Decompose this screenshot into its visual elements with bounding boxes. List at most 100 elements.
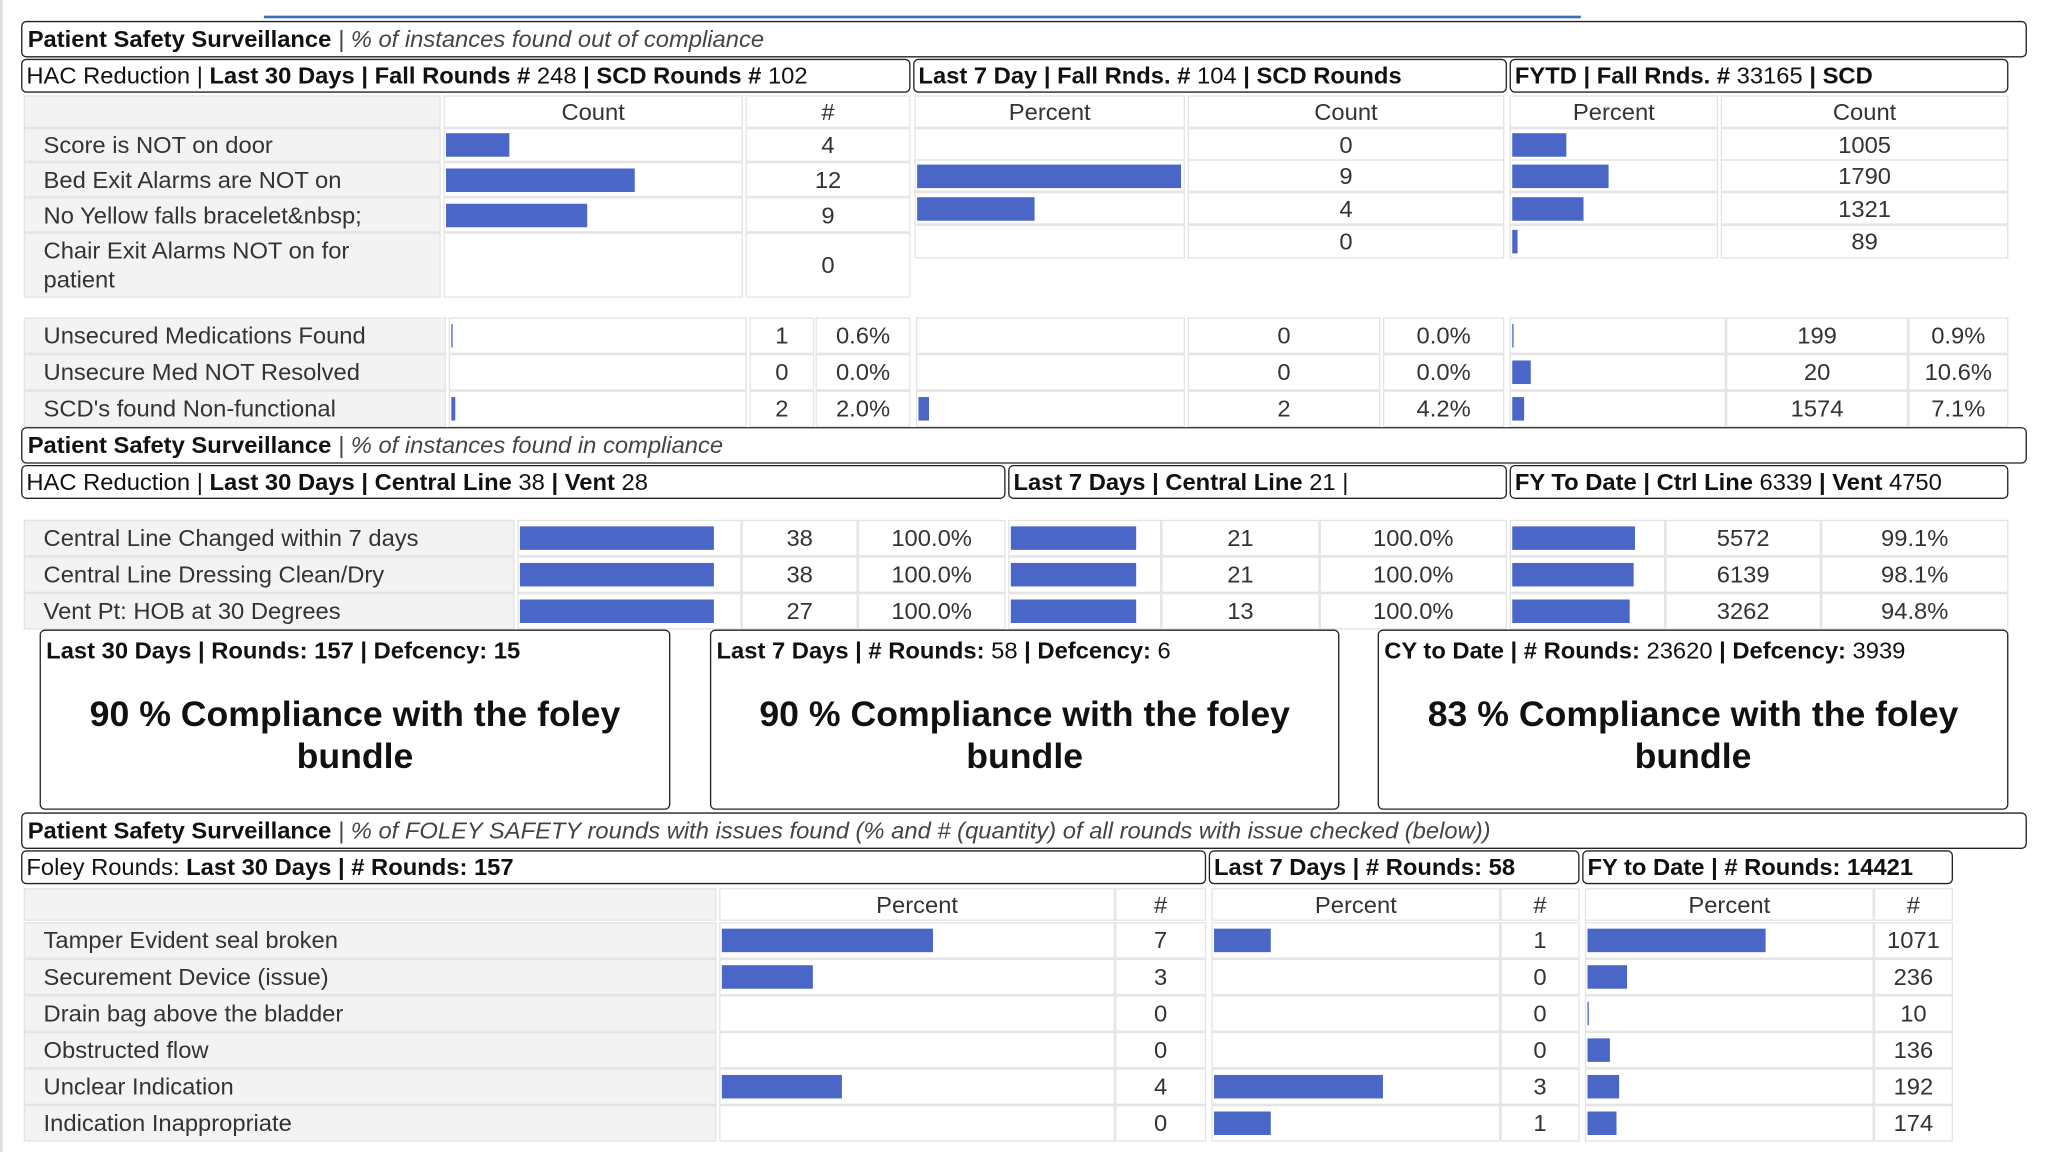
count-cell: 1790 [1720, 159, 2009, 192]
bar-cell [1211, 1104, 1501, 1142]
header-segment: Last 30 Days | Central Line [209, 468, 519, 496]
percent-cell-text: 2.0% [835, 395, 891, 422]
bar [1587, 928, 1766, 953]
section-title: Patient Safety Surveillance [27, 817, 332, 844]
percent-cell: 100.0% [1319, 592, 1507, 630]
count-cell: 3262 [1665, 592, 1822, 630]
bar [1214, 1074, 1383, 1099]
bar-cell [1008, 519, 1162, 557]
count-cell: 1071 [1873, 922, 1953, 959]
bar-cell [1509, 353, 1727, 391]
bar-cell [443, 232, 743, 298]
count-cell: 192 [1873, 1068, 1953, 1105]
bar [917, 196, 1035, 221]
header-segment: Last 30 Days | Rounds: 157 | Defcency: 1… [46, 637, 521, 664]
bar-cell [517, 556, 742, 593]
count-cell-text: 27 [786, 598, 813, 625]
bar-cell [719, 995, 1116, 1032]
count-cell: 10 [1873, 995, 1953, 1032]
column-header: Count [1187, 95, 1505, 128]
count-cell-text: 4 [821, 131, 835, 159]
bar-cell [517, 592, 742, 630]
column-header-text: Percent [1008, 98, 1091, 125]
bar-cell [1008, 556, 1162, 593]
row-label-text: SCD's found Non-functional [43, 395, 336, 422]
percent-cell-text: 0.0% [1416, 359, 1471, 386]
percent-cell: 0.9% [1908, 317, 2009, 354]
count-cell: 38 [741, 519, 858, 557]
count-cell: 0 [1500, 958, 1580, 996]
bar [721, 965, 813, 989]
count-cell: 0 [1187, 353, 1381, 391]
count-cell: 1 [1500, 922, 1580, 959]
period-header: FYTD | Fall Rnds. # 33165 | SCD [1509, 58, 2009, 93]
count-cell: 0 [1187, 224, 1505, 259]
header-segment: | SCD [1802, 62, 1873, 89]
row-label: SCD's found Non-functional [23, 390, 447, 428]
column-header: Percent [1584, 888, 1874, 921]
header-segment: | SCD Rounds # [576, 62, 768, 89]
column-header: Count [443, 95, 743, 128]
count-cell: 0 [749, 353, 815, 391]
count-cell-text: 21 [1227, 561, 1254, 588]
left-edge [0, 0, 3, 1152]
bar [519, 599, 714, 624]
count-cell-text: 1 [775, 322, 789, 349]
row-label-text: Obstructed flow [43, 1037, 209, 1064]
column-header: Percent [914, 95, 1185, 128]
row-label: Bed Exit Alarms are NOT on [23, 161, 441, 198]
count-cell-text: 9 [1339, 162, 1353, 189]
row-label-text: Score is NOT on door [43, 131, 273, 159]
count-cell-text: 136 [1893, 1037, 1934, 1064]
period-header: FY to Date | # Rounds: 14421 [1582, 850, 1953, 885]
header-segment: HAC Reduction | [26, 62, 210, 89]
bar [1512, 323, 1514, 348]
header-segment: Last 30 Days | # Rounds: 157 [186, 854, 514, 881]
bar-cell [1584, 922, 1874, 959]
header-segment: | Defcency: [1712, 637, 1853, 664]
count-cell-text: 2 [775, 395, 789, 422]
row-label: Securement Device (issue) [23, 958, 717, 996]
bar-cell [1509, 191, 1719, 225]
bar-cell [1584, 1068, 1874, 1105]
count-cell-text: 38 [786, 561, 813, 588]
bar-cell [1584, 958, 1874, 996]
bar [1512, 397, 1525, 421]
percent-cell: 99.1% [1821, 519, 2009, 557]
count-cell-text: 0 [1153, 1037, 1168, 1064]
header-segment: Last 7 Day | Fall Rnds. # [918, 62, 1198, 89]
bar-cell [1584, 995, 1874, 1032]
bar-cell [719, 1031, 1116, 1069]
count-cell-text: 4 [1153, 1073, 1168, 1100]
count-cell-text: 1 [1533, 1110, 1547, 1137]
bar [1587, 1111, 1617, 1136]
count-cell: 12 [745, 161, 911, 198]
percent-cell-text: 0.0% [835, 359, 891, 386]
count-cell-text: 1071 [1886, 927, 1940, 954]
count-cell-text: 1005 [1838, 131, 1891, 158]
count-cell: 0 [1115, 995, 1207, 1032]
bar-cell [443, 127, 743, 162]
count-cell: 89 [1720, 224, 2009, 259]
count-cell: 0 [1115, 1104, 1207, 1142]
count-cell-text: 199 [1797, 322, 1837, 349]
column-header-text: Count [1314, 98, 1378, 125]
bar [446, 167, 635, 192]
bar-cell [448, 317, 747, 354]
percent-cell-text: 94.8% [1881, 598, 1949, 625]
bar [1512, 229, 1518, 254]
box-text: 90 % Compliance with the foley bundle [738, 694, 1312, 778]
count-cell: 3 [1115, 958, 1207, 996]
bar-cell [915, 353, 1185, 391]
compliance-text: 90 % Compliance with the foley bundle [89, 694, 621, 776]
header-segment: 58 [991, 637, 1018, 664]
percent-cell-text: 10.6% [1924, 359, 1992, 386]
count-cell-text: 192 [1893, 1073, 1934, 1100]
percent-cell-text: 0.9% [1931, 322, 1986, 349]
bar [1512, 599, 1630, 624]
bar-cell [1509, 317, 1727, 354]
column-header: # [1500, 888, 1580, 921]
count-cell: 9 [745, 197, 911, 233]
